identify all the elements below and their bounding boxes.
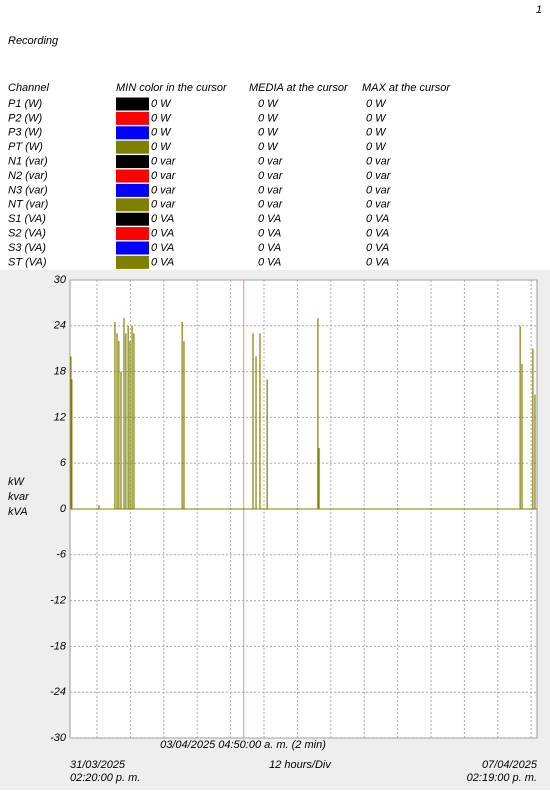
y-tick-label: 0 — [60, 503, 67, 515]
color-swatch — [116, 227, 149, 241]
column-header: MEDIA at the cursor — [249, 82, 349, 94]
y-axis-label: kW — [8, 476, 26, 488]
min-value: 0 VA — [151, 228, 174, 240]
y-tick-label: -30 — [50, 732, 67, 744]
min-value: 0 W — [151, 112, 172, 124]
color-swatch — [116, 111, 149, 125]
color-swatch — [116, 140, 149, 154]
max-value: 0 var — [366, 156, 392, 168]
y-tick-label: -24 — [50, 686, 66, 698]
media-value: 0 var — [258, 184, 284, 196]
media-value: 0 VA — [258, 242, 281, 254]
channel: ST (VA) — [8, 256, 47, 268]
media-value: 0 VA — [258, 228, 281, 240]
end-label: 07/04/2025 — [482, 759, 538, 771]
cursor-label: 03/04/2025 04:50:00 a. m. (2 min) — [160, 739, 326, 751]
column-header: MAX at the cursor — [362, 82, 451, 94]
max-value: 0 VA — [366, 256, 389, 268]
max-value: 0 W — [366, 127, 387, 139]
y-tick-label: 24 — [53, 320, 66, 332]
channel: S2 (VA) — [8, 228, 46, 240]
max-value: 0 VA — [366, 213, 389, 225]
min-value: 0 var — [151, 184, 177, 196]
channel: P2 (W) — [8, 112, 43, 124]
max-value: 0 W — [366, 141, 387, 153]
color-swatch — [116, 241, 149, 255]
y-axis-label: kVA — [8, 506, 28, 518]
media-value: 0 var — [258, 199, 284, 211]
channel: P1 (W) — [8, 98, 43, 110]
y-tick-label: 6 — [60, 457, 67, 469]
media-value: 0 W — [258, 127, 279, 139]
color-swatch — [116, 97, 149, 111]
max-value: 0 W — [366, 98, 387, 110]
color-swatch — [116, 155, 149, 169]
channel: S3 (VA) — [8, 242, 46, 254]
min-value: 0 W — [151, 127, 172, 139]
color-swatch — [116, 212, 149, 226]
channel: S1 (VA) — [8, 213, 46, 225]
max-value: 0 var — [366, 170, 392, 182]
media-value: 0 W — [258, 141, 279, 153]
max-value: 0 var — [366, 199, 392, 211]
y-tick-label: 18 — [54, 366, 67, 378]
color-swatch — [116, 183, 149, 197]
y-tick-label: -6 — [56, 549, 67, 561]
channel: N1 (var) — [8, 156, 48, 168]
color-swatch — [116, 198, 149, 212]
heading: Recording — [8, 35, 59, 47]
y-tick-label: -18 — [50, 640, 67, 652]
y-tick-label: 12 — [54, 411, 66, 423]
media-value: 0 var — [258, 170, 284, 182]
media-value: 0 VA — [258, 213, 281, 225]
min-value: 0 W — [151, 98, 172, 110]
start-label: 31/03/2025 — [70, 759, 126, 771]
start-label: 02:20:00 p. m. — [70, 772, 140, 784]
media-value: 0 W — [258, 98, 279, 110]
max-value: 0 W — [366, 112, 387, 124]
channel: NT (var) — [8, 199, 49, 211]
column-header: Channel — [8, 82, 50, 94]
media-value: 0 VA — [258, 256, 281, 268]
end-label: 02:19:00 p. m. — [467, 772, 537, 784]
max-value: 0 VA — [366, 242, 389, 254]
media-value: 0 W — [258, 112, 279, 124]
channel: P3 (W) — [8, 127, 43, 139]
min-value: 0 W — [151, 141, 172, 153]
y-tick-label: -12 — [50, 595, 66, 607]
channel: N2 (var) — [8, 170, 48, 182]
division-label: 12 hours/Div — [269, 759, 332, 771]
channel: N3 (var) — [8, 184, 48, 196]
min-value: 0 var — [151, 170, 177, 182]
min-value: 0 VA — [151, 213, 174, 225]
min-value: 0 var — [151, 199, 177, 211]
max-value: 0 VA — [366, 228, 389, 240]
color-swatch — [116, 126, 149, 140]
max-value: 0 var — [366, 184, 392, 196]
min-value: 0 var — [151, 156, 177, 168]
page-number: 1 — [536, 4, 542, 16]
y-axis-label: kvar — [8, 491, 30, 503]
color-swatch — [116, 169, 149, 183]
column-header: MIN color in the cursor — [116, 82, 228, 94]
channel: PT (W) — [8, 141, 43, 153]
color-swatch — [116, 255, 149, 269]
min-value: 0 VA — [151, 242, 174, 254]
media-value: 0 var — [258, 156, 284, 168]
min-value: 0 VA — [151, 256, 174, 268]
y-tick-label: 30 — [54, 274, 67, 286]
